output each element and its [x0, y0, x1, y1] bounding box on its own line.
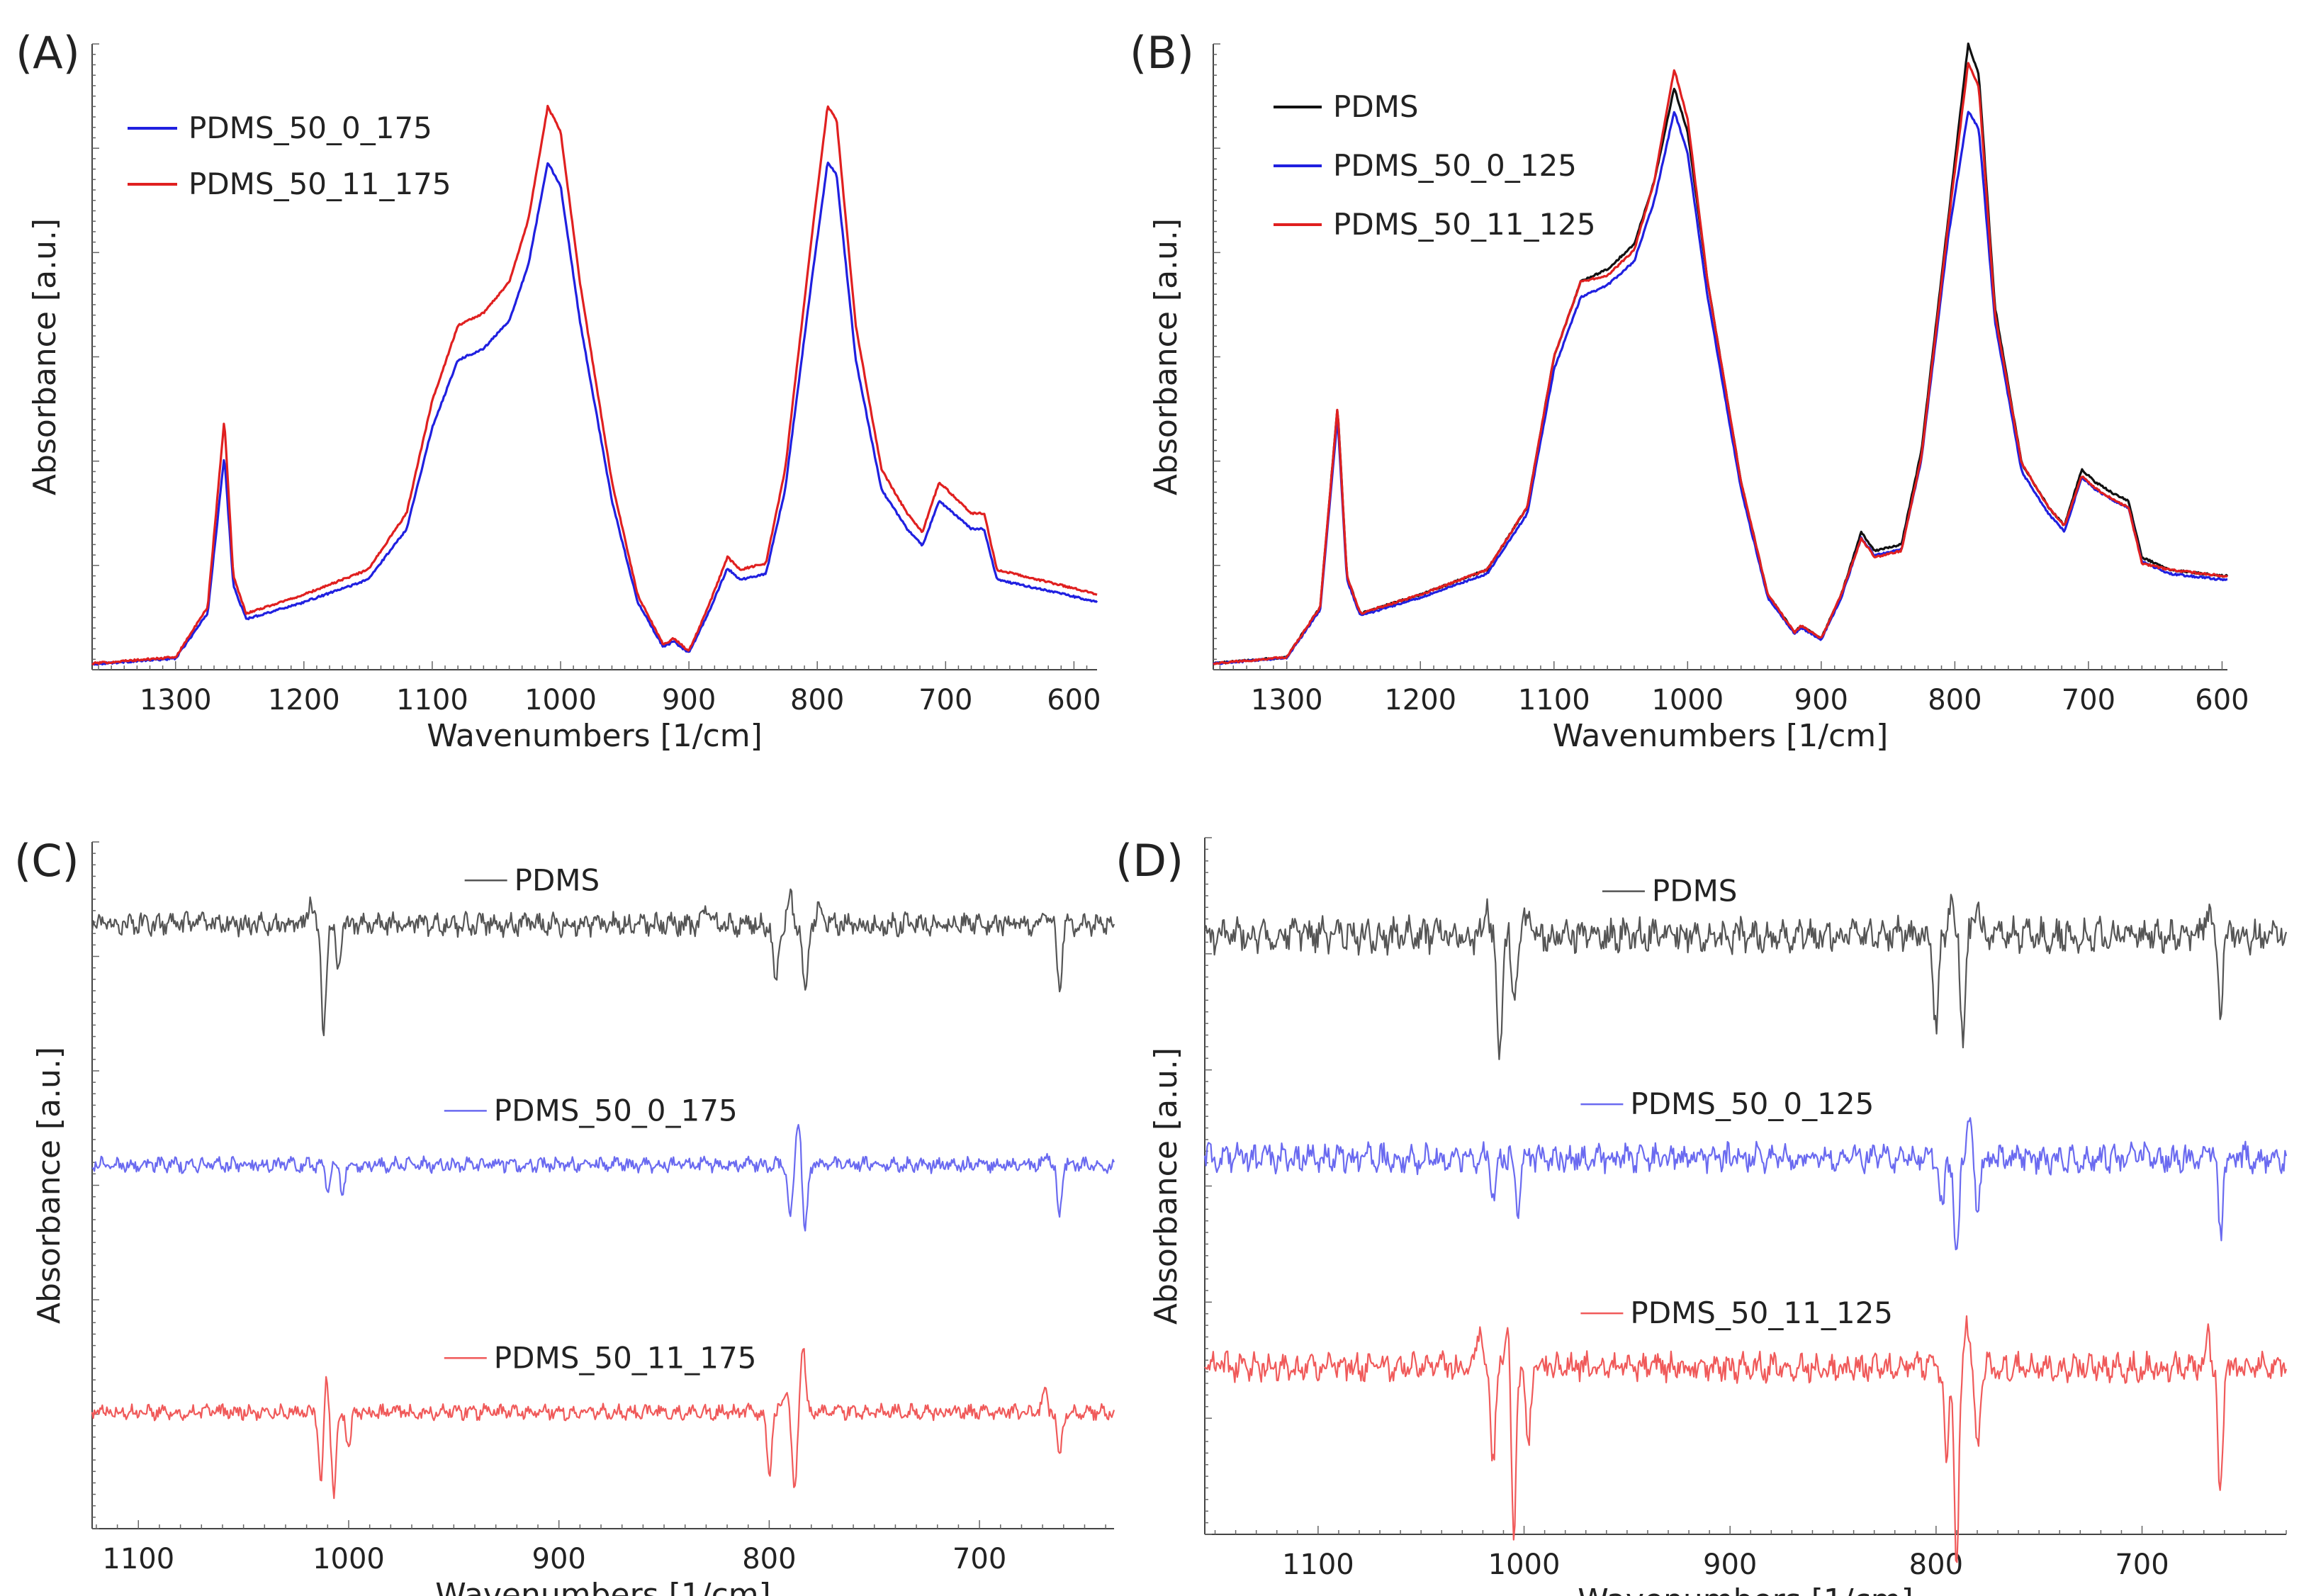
- x-tick-label-700: 700: [2062, 684, 2115, 716]
- series-line-pdms: [91, 888, 1115, 1037]
- x-tick-label-700: 700: [918, 684, 972, 716]
- x-tick-label-1300: 1300: [140, 684, 212, 716]
- series-line-pdms: [1204, 894, 2288, 1060]
- y-axis-title: Absorbance [a.u.]: [27, 218, 63, 495]
- x-tick-label-1000: 1000: [524, 684, 597, 716]
- x-tick-label-900: 900: [1794, 684, 1848, 716]
- panel-b: (B) 1300 1200 1100 1000 900 800 700 600 Wavenumbe…: [1130, 27, 2249, 754]
- x-axis-title: Wavenumbers [1/cm]: [1553, 718, 1889, 754]
- x-tick-label-900: 900: [532, 1543, 586, 1575]
- x-tick-label-1000: 1000: [313, 1543, 385, 1575]
- x-tick-label-800: 800: [790, 684, 844, 716]
- legend-label-pdms-50-11-175: PDMS_50_11_175: [189, 167, 451, 201]
- legend-label-pdms-50-11-125: PDMS_50_11_125: [1630, 1296, 1893, 1330]
- x-tick-label-600: 600: [2195, 684, 2249, 716]
- x-tick-label-700: 700: [2115, 1549, 2169, 1581]
- panel-label: (D): [1115, 835, 1184, 887]
- x-tick-label-1100: 1100: [102, 1543, 174, 1575]
- x-tick-label-800: 800: [1928, 684, 1982, 716]
- legend-label-pdms-50-0-125: PDMS_50_0_125: [1630, 1086, 1874, 1121]
- series-line-pdms-50-0-175: [91, 162, 1098, 666]
- x-tick-label-1100: 1100: [1282, 1549, 1354, 1581]
- x-tick-label-1300: 1300: [1251, 684, 1323, 716]
- y-axis-title: Absorbance [a.u.]: [1148, 218, 1184, 495]
- legend-label-pdms: PDMS: [1333, 89, 1419, 124]
- x-axis-title: Wavenumbers [1/cm]: [435, 1577, 771, 1596]
- y-axis-title: Absorbance [a.u.]: [31, 1047, 67, 1324]
- legend-label-pdms: PDMS: [1652, 874, 1738, 909]
- x-tick-label-1000: 1000: [1651, 684, 1724, 716]
- x-tick-label-1100: 1100: [1518, 684, 1590, 716]
- legend-label-pdms-50-0-125: PDMS_50_0_125: [1333, 148, 1577, 183]
- x-tick-label-700: 700: [952, 1543, 1006, 1575]
- x-tick-label-1200: 1200: [268, 684, 340, 716]
- x-tick-label-900: 900: [1703, 1549, 1757, 1581]
- panel-a: (A) 1300 1200 1100 1000 900 800 700 600 Wavenumbe…: [16, 27, 1101, 754]
- series-line-pdms-50-0-125: [1212, 111, 2228, 665]
- panel-label: (A): [16, 27, 80, 79]
- legend-label-pdms-50-0-175: PDMS_50_0_175: [494, 1093, 738, 1128]
- x-tick-label-1000: 1000: [1488, 1549, 1561, 1581]
- legend-label-pdms: PDMS: [515, 862, 600, 897]
- x-tick-label-1100: 1100: [396, 684, 468, 716]
- panel-c: (C) 1100 1000 900 800 700 Wavenumbers [1/cm] Ab…: [14, 835, 1115, 1596]
- legend-label-pdms-50-11-175: PDMS_50_11_175: [494, 1340, 757, 1375]
- x-axis-title: Wavenumbers [1/cm]: [427, 718, 763, 754]
- legend-label-pdms-50-0-175: PDMS_50_0_175: [189, 111, 432, 145]
- series-line-pdms-50-11-125: [1213, 62, 2228, 665]
- x-tick-label-1200: 1200: [1384, 684, 1456, 716]
- x-axis-title: Wavenumbers [1/cm]: [1578, 1583, 1913, 1596]
- x-tick-label-800: 800: [1909, 1549, 1963, 1581]
- panel-label: (B): [1130, 27, 1194, 79]
- series-line-pdms-50-11-175: [91, 104, 1098, 665]
- panel-d: (D) 1100 1000 900 800 700 Wavenumbers [1/cm] Ab…: [1115, 835, 2288, 1596]
- y-axis-title: Absorbance [a.u.]: [1148, 1047, 1184, 1325]
- panel-label: (C): [14, 835, 79, 887]
- x-tick-label-800: 800: [742, 1543, 796, 1575]
- series-line-pdms-50-11-175: [91, 1348, 1115, 1500]
- series-line-pdms-50-11-125: [1204, 1315, 2288, 1563]
- series-line-pdms-50-0-125: [1203, 1117, 2288, 1251]
- series-line-pdms-50-0-175: [91, 1123, 1115, 1232]
- x-tick-label-900: 900: [662, 684, 716, 716]
- legend-label-pdms-50-11-125: PDMS_50_11_125: [1333, 207, 1596, 242]
- x-tick-label-600: 600: [1047, 684, 1101, 716]
